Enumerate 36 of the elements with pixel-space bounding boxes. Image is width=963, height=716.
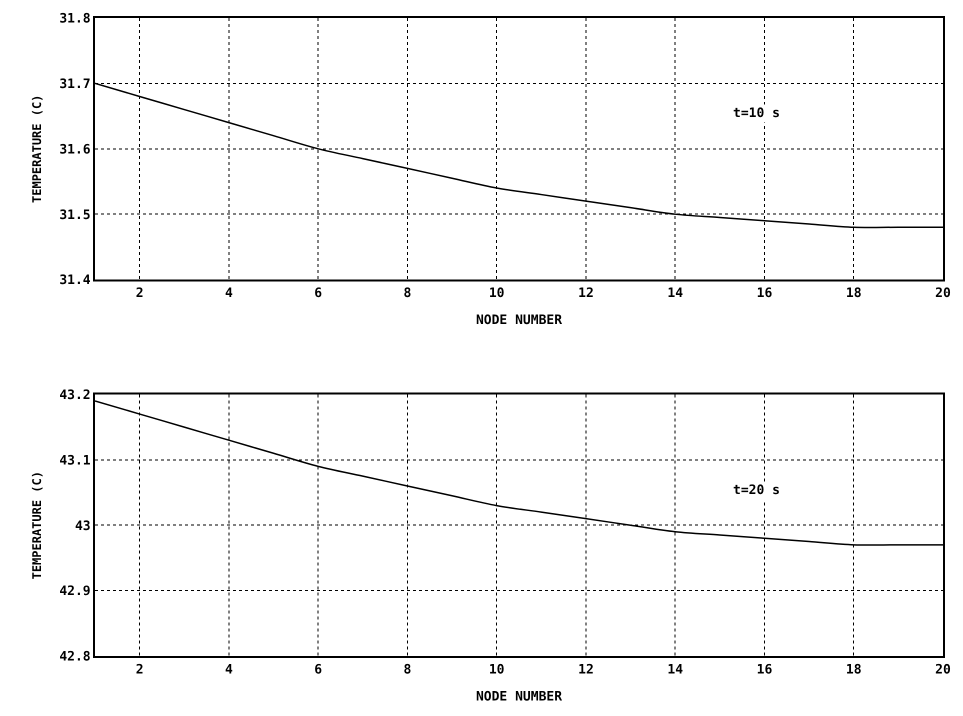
x-tick-label: 18 bbox=[846, 662, 862, 678]
x-tick-label: 12 bbox=[578, 286, 594, 301]
x-tick-label: 2 bbox=[136, 662, 144, 678]
x-tick-label: 18 bbox=[846, 286, 862, 301]
x-tick-label: 2 bbox=[136, 286, 144, 301]
x-tick-label: 20 bbox=[935, 286, 951, 301]
y-tick-label: 42.9 bbox=[59, 584, 91, 600]
y-axis-title: TEMPERATURE (C) bbox=[30, 94, 44, 203]
x-tick-label: 8 bbox=[404, 662, 412, 678]
y-tick-label: 31.8 bbox=[59, 12, 91, 27]
x-tick-label: 4 bbox=[224, 286, 233, 301]
x-axis-title: NODE NUMBER bbox=[476, 313, 562, 328]
x-tick-label: 4 bbox=[224, 662, 233, 678]
x-tick-label: 16 bbox=[756, 662, 772, 678]
x-tick-label: 10 bbox=[488, 662, 505, 678]
x-tick-label: 16 bbox=[756, 286, 772, 301]
y-tick-label: 31.5 bbox=[59, 208, 91, 223]
x-tick-label: 6 bbox=[314, 286, 322, 301]
y-tick-label: 43.2 bbox=[59, 388, 91, 403]
y-axis-title: TEMPERATURE (C) bbox=[30, 471, 44, 580]
annotation: t=10 s bbox=[733, 106, 780, 121]
y-tick-label: 42.8 bbox=[59, 650, 91, 665]
x-tick-label: 8 bbox=[404, 286, 412, 301]
y-tick-label: 43.1 bbox=[59, 453, 91, 468]
y-tick-label: 31.4 bbox=[59, 273, 91, 288]
y-tick-label: 31.7 bbox=[59, 76, 91, 92]
x-tick-label: 14 bbox=[667, 662, 684, 678]
x-tick-label: 14 bbox=[667, 286, 684, 301]
x-tick-label: 12 bbox=[578, 662, 594, 678]
y-tick-label: 31.6 bbox=[59, 142, 91, 158]
x-axis-title: NODE NUMBER bbox=[476, 689, 562, 704]
y-tick-label: 43 bbox=[74, 518, 91, 534]
annotation: t=20 s bbox=[733, 483, 780, 498]
x-tick-label: 20 bbox=[935, 662, 951, 678]
x-tick-label: 6 bbox=[314, 662, 322, 678]
x-tick-label: 10 bbox=[488, 286, 505, 301]
